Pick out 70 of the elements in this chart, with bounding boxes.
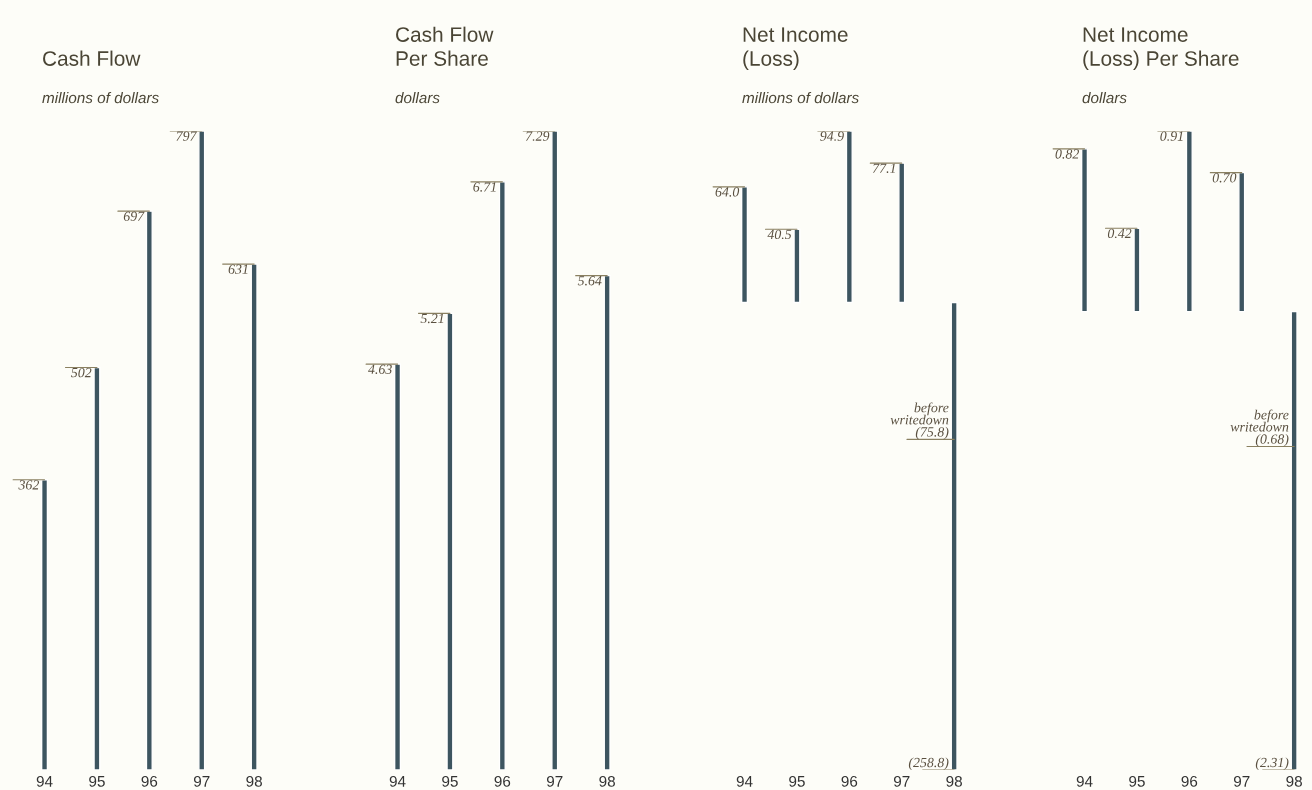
x-tick-label: 97 xyxy=(193,775,210,787)
data-label: 40.5 xyxy=(767,229,792,240)
bar xyxy=(1080,148,1089,313)
bar xyxy=(145,210,153,770)
data-label: 7.29 xyxy=(526,131,550,141)
bar xyxy=(603,274,611,770)
x-tick-label: 96 xyxy=(141,775,158,787)
x-tick-label: 98 xyxy=(246,775,262,787)
data-label: 697 xyxy=(123,211,145,221)
chart-subtitle: dollars xyxy=(395,92,440,104)
x-tick-label: 98 xyxy=(946,775,962,787)
chart-title: Cash Flow xyxy=(43,50,141,66)
data-label: 362 xyxy=(18,480,39,490)
x-tick-label: 96 xyxy=(841,775,858,787)
data-label: 4.63 xyxy=(368,364,392,374)
data-label: 64.0 xyxy=(715,187,740,197)
bar xyxy=(198,131,206,770)
x-tick-label: 98 xyxy=(1286,775,1302,787)
data-label: (2.31) xyxy=(1255,757,1289,770)
bar xyxy=(845,131,853,304)
bar xyxy=(40,479,49,770)
data-label: 94.9 xyxy=(820,131,844,141)
data-label: 5.64 xyxy=(577,276,602,286)
data-label: 0.91 xyxy=(1160,131,1183,141)
x-tick-label: 95 xyxy=(89,775,105,787)
bar xyxy=(793,228,801,304)
x-tick-label: 97 xyxy=(893,775,910,787)
bar xyxy=(551,131,559,770)
bar xyxy=(93,366,101,770)
bar xyxy=(950,301,958,770)
x-tick-label: 94 xyxy=(1076,775,1093,787)
bar xyxy=(393,363,402,770)
x-tick-label: 96 xyxy=(1181,775,1198,787)
x-tick-label: 98 xyxy=(599,775,615,787)
bar xyxy=(898,162,906,304)
bar xyxy=(498,181,506,770)
x-tick-label: 95 xyxy=(442,775,458,787)
data-label: 631 xyxy=(228,264,248,274)
chart-title: Cash Flow Per Share xyxy=(396,26,494,66)
bar xyxy=(1185,131,1193,313)
bar xyxy=(1133,227,1141,313)
x-tick-label: 94 xyxy=(736,775,753,787)
chart-title: Net Income (Loss) Per Share xyxy=(1083,27,1239,70)
bar xyxy=(1238,171,1246,313)
bar xyxy=(446,312,454,770)
x-tick-label: 94 xyxy=(389,775,406,787)
chart-title: Net Income (Loss) xyxy=(743,27,848,70)
data-label: 77.1 xyxy=(873,163,896,173)
x-tick-label: 95 xyxy=(1129,775,1145,787)
chart-subtitle: millions of dollars xyxy=(742,92,859,104)
bar xyxy=(1290,310,1298,770)
x-tick-label: 95 xyxy=(789,775,805,787)
data-label: 797 xyxy=(176,131,197,141)
annotation: before writedown (0.68) xyxy=(1230,409,1289,447)
data-label: 0.70 xyxy=(1212,173,1237,183)
annotation: before writedown (75.8) xyxy=(890,402,949,440)
bar xyxy=(740,186,749,304)
chart-subtitle: dollars xyxy=(1082,92,1127,104)
data-label: (258.8) xyxy=(908,757,949,770)
data-label: 6.71 xyxy=(473,182,496,192)
x-tick-label: 97 xyxy=(546,775,563,787)
data-label: 5.21 xyxy=(420,313,444,324)
data-label: 0.42 xyxy=(1107,228,1132,239)
data-label: 502 xyxy=(71,367,92,378)
chart-subtitle: millions of dollars xyxy=(42,92,159,104)
x-tick-label: 97 xyxy=(1233,775,1250,787)
bar xyxy=(250,263,258,770)
data-label: 0.82 xyxy=(1055,149,1079,159)
x-tick-label: 96 xyxy=(494,775,511,787)
x-tick-label: 94 xyxy=(36,775,53,787)
